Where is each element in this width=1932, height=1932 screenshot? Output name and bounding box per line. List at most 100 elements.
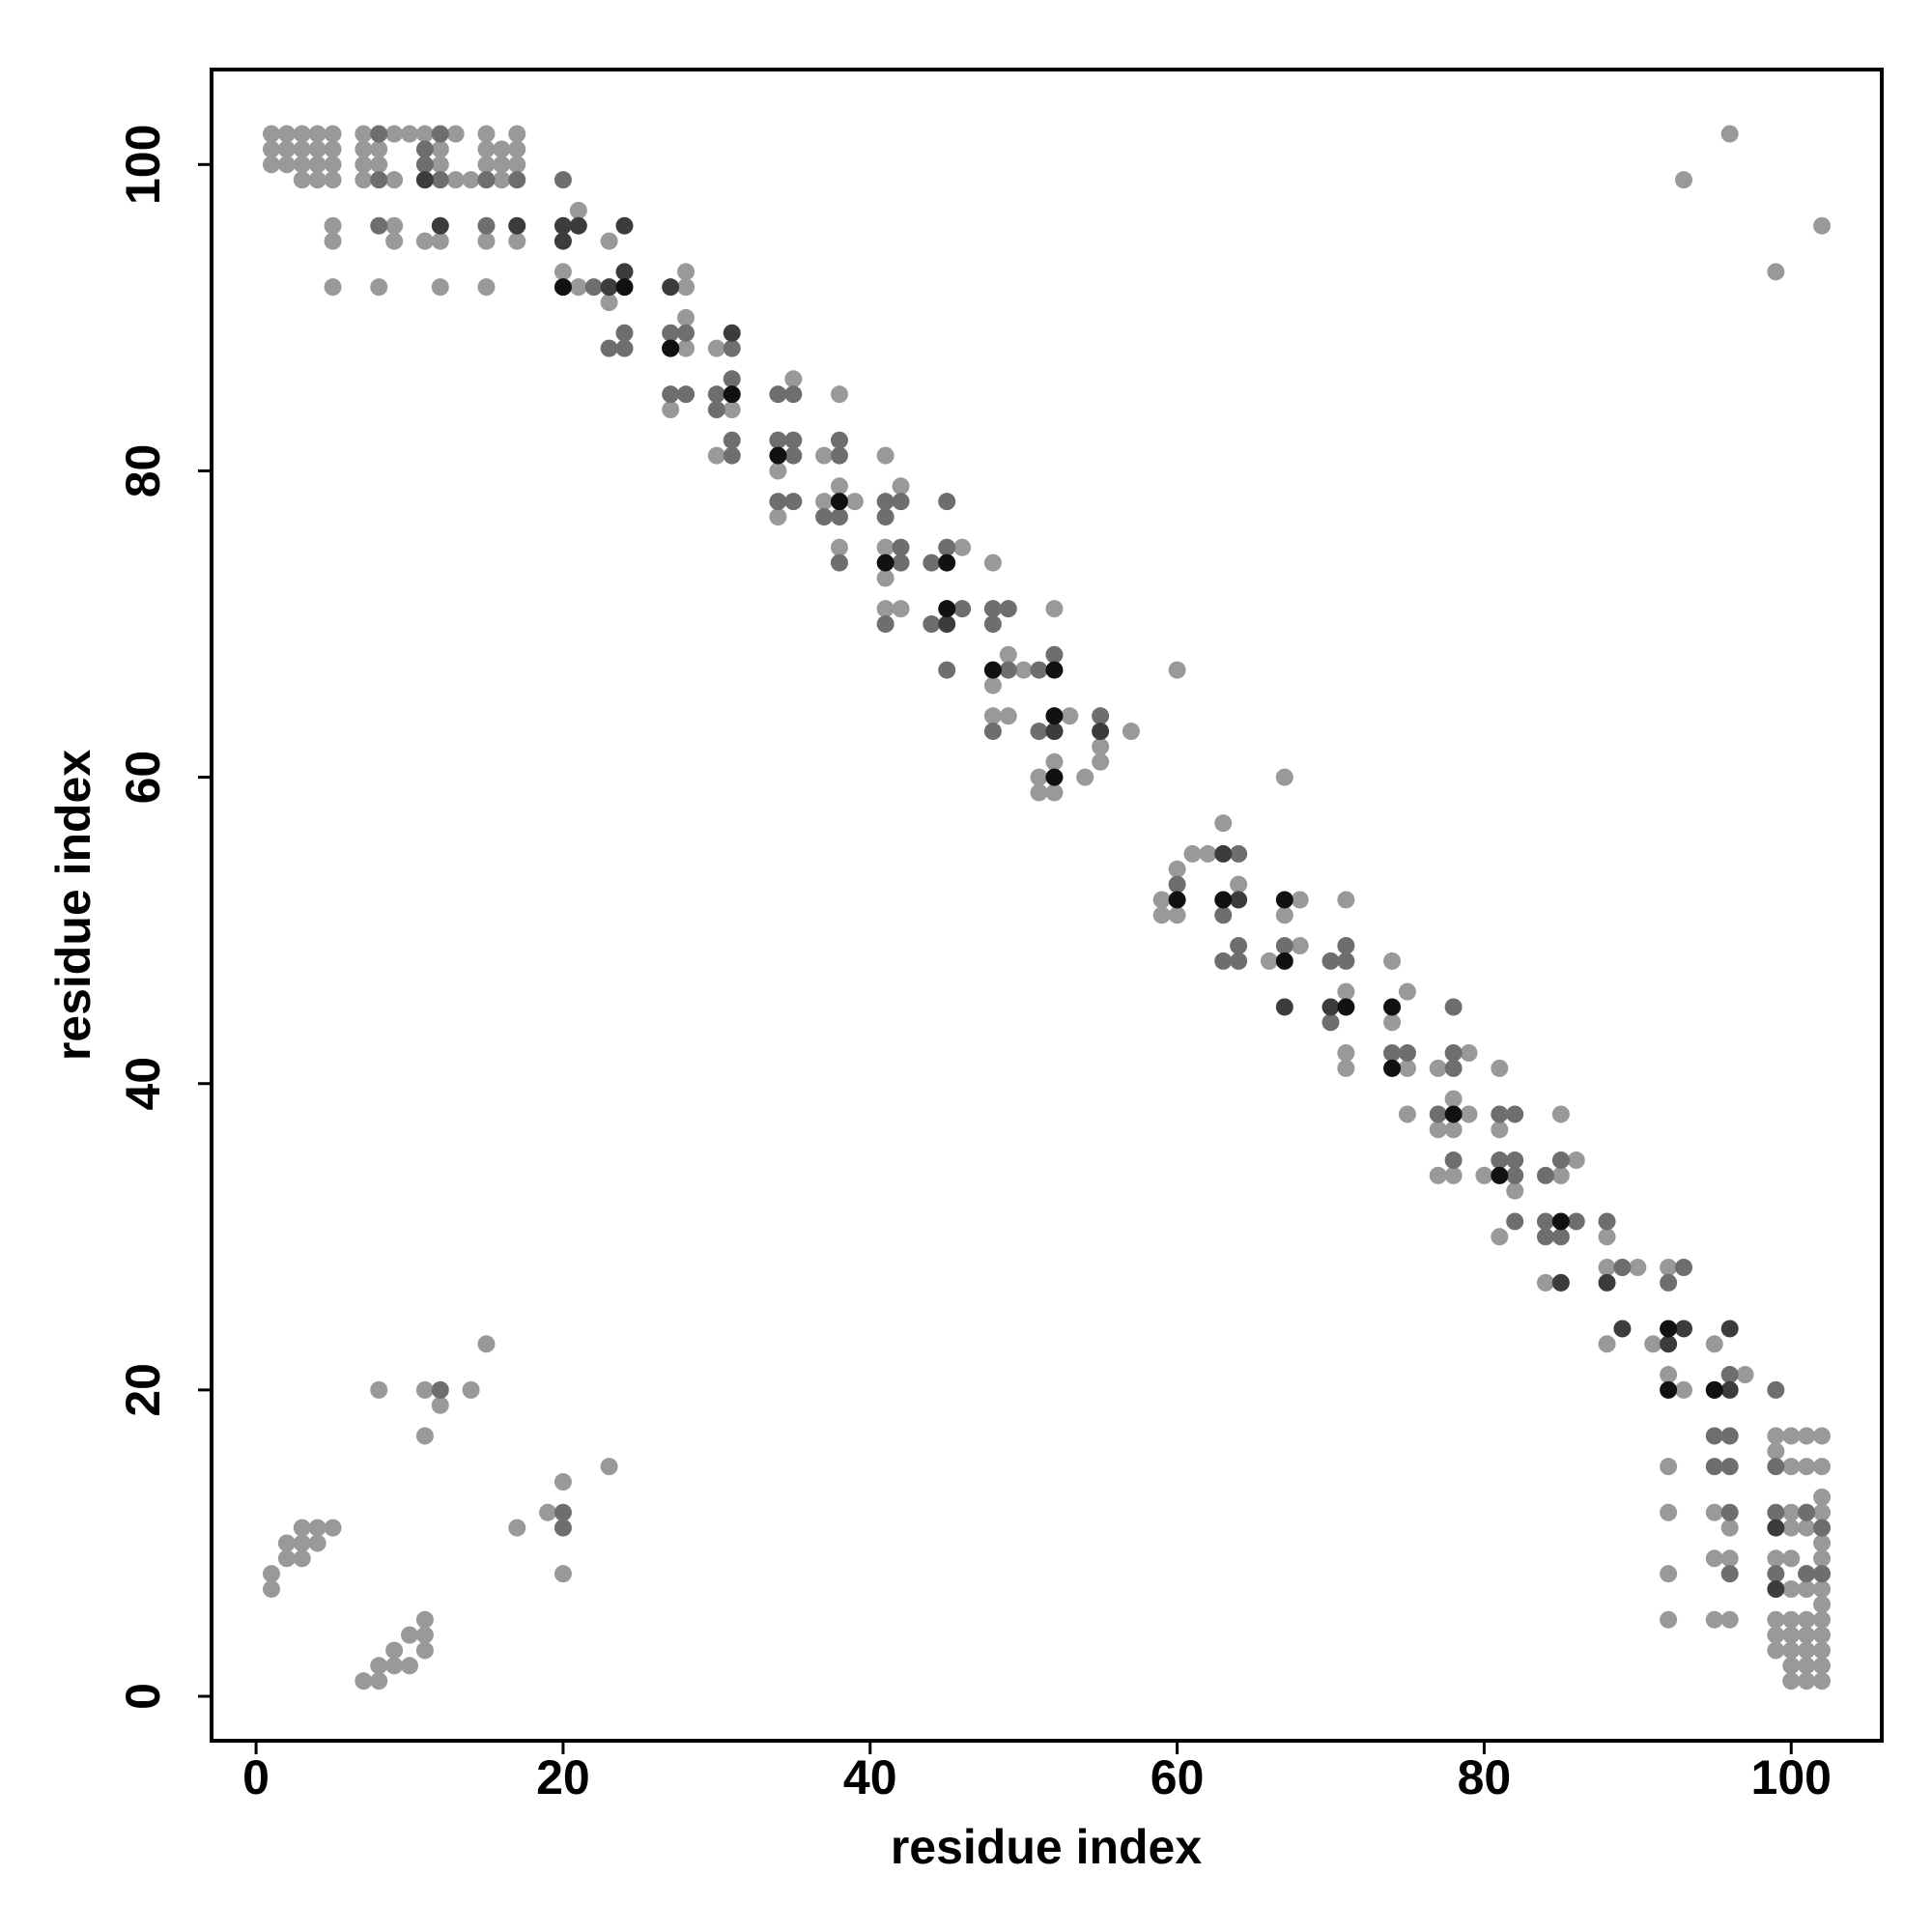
point xyxy=(1092,707,1110,725)
point xyxy=(1613,1320,1632,1338)
point xyxy=(1291,937,1309,955)
point xyxy=(1813,1534,1832,1552)
point xyxy=(431,232,449,250)
point xyxy=(370,1380,388,1399)
point xyxy=(1813,1458,1832,1476)
point xyxy=(462,1380,480,1399)
point xyxy=(769,493,787,511)
point xyxy=(277,1534,296,1552)
point xyxy=(1168,661,1186,679)
point xyxy=(1199,844,1217,863)
point xyxy=(1551,1273,1570,1292)
point xyxy=(923,615,941,634)
point xyxy=(999,645,1017,664)
point xyxy=(431,216,449,235)
point xyxy=(308,156,327,174)
point xyxy=(462,171,480,189)
point xyxy=(324,156,342,174)
point xyxy=(615,278,634,297)
point xyxy=(1551,1105,1570,1123)
point xyxy=(983,723,1002,741)
point xyxy=(385,1641,404,1660)
point xyxy=(1491,1166,1509,1184)
point xyxy=(293,171,311,189)
point xyxy=(1660,1503,1678,1521)
point xyxy=(1660,1380,1678,1399)
point xyxy=(1551,1166,1570,1184)
point xyxy=(1491,1059,1509,1077)
point xyxy=(477,216,496,235)
point xyxy=(1214,844,1233,863)
point xyxy=(431,140,449,158)
point xyxy=(677,339,696,357)
point xyxy=(1460,1105,1478,1123)
point xyxy=(1429,1105,1447,1123)
point xyxy=(508,125,526,143)
point xyxy=(1506,1181,1524,1200)
point xyxy=(1782,1626,1801,1644)
point xyxy=(446,125,465,143)
point xyxy=(1705,1549,1723,1568)
point xyxy=(477,156,496,174)
point xyxy=(1813,1672,1832,1690)
point xyxy=(1660,1610,1678,1629)
point xyxy=(1705,1380,1723,1399)
point xyxy=(1030,723,1048,741)
point xyxy=(1660,1565,1678,1583)
point xyxy=(615,324,634,342)
point xyxy=(1506,1151,1524,1170)
point xyxy=(1398,982,1416,1001)
point xyxy=(1536,1228,1554,1246)
point xyxy=(600,294,618,312)
point xyxy=(707,385,725,404)
point xyxy=(477,1335,496,1353)
point xyxy=(1506,1166,1524,1184)
point xyxy=(1798,1626,1816,1644)
point xyxy=(784,385,803,404)
point xyxy=(370,140,388,158)
point xyxy=(370,156,388,174)
point xyxy=(477,171,496,189)
point xyxy=(1798,1458,1816,1476)
point xyxy=(508,140,526,158)
point xyxy=(1813,216,1832,235)
point xyxy=(1383,998,1402,1016)
point xyxy=(1429,1166,1447,1184)
point xyxy=(1460,1044,1478,1063)
point xyxy=(1720,125,1739,143)
point xyxy=(1444,1044,1463,1063)
point xyxy=(324,278,342,297)
point xyxy=(1567,1212,1585,1231)
point xyxy=(1551,1212,1570,1231)
point xyxy=(1491,1121,1509,1139)
point xyxy=(1214,906,1233,924)
point xyxy=(508,156,526,174)
point xyxy=(938,493,956,511)
point xyxy=(1720,1565,1739,1583)
point xyxy=(662,324,680,342)
point xyxy=(1813,1641,1832,1660)
point xyxy=(401,125,419,143)
point xyxy=(554,1473,572,1492)
point xyxy=(1383,952,1402,970)
point xyxy=(324,1519,342,1537)
point xyxy=(1214,952,1233,970)
point xyxy=(554,278,572,297)
point xyxy=(1613,1259,1632,1277)
point xyxy=(277,125,296,143)
point xyxy=(385,216,404,235)
point xyxy=(953,600,972,618)
point xyxy=(1767,1580,1785,1599)
x-tick-label: 80 xyxy=(1458,1750,1512,1804)
point xyxy=(677,324,696,342)
point xyxy=(830,431,848,449)
point xyxy=(600,339,618,357)
point xyxy=(1092,753,1110,771)
point xyxy=(938,661,956,679)
point xyxy=(999,600,1017,618)
point xyxy=(1736,1366,1754,1384)
point xyxy=(723,385,741,404)
x-tick-label: 0 xyxy=(242,1750,270,1804)
point xyxy=(1567,1151,1585,1170)
point xyxy=(769,508,787,526)
